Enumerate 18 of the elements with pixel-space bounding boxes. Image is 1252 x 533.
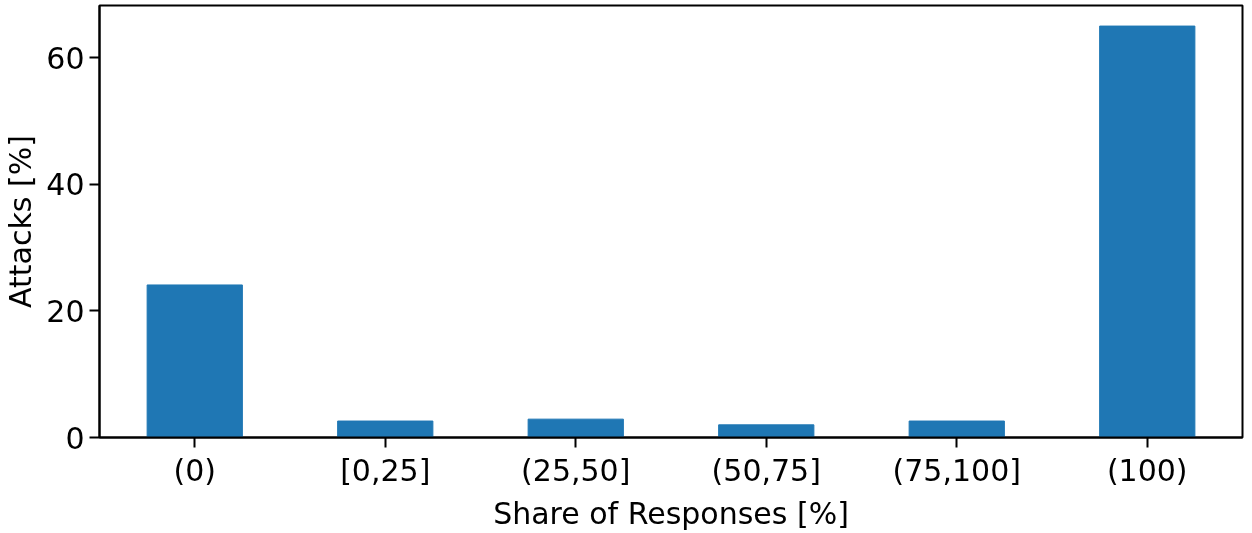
bar [146,284,243,438]
y-axis-title: Attacks [%] [3,135,39,308]
x-tick-label: (0) [173,452,216,488]
x-axis-title: Share of Responses [%] [493,495,849,531]
y-tick-label: 0 [65,420,85,456]
y-tick-label: 40 [46,167,85,203]
y-tick-label: 60 [46,40,85,76]
bar [337,420,434,438]
bar [1099,25,1196,438]
x-tick-label: (50,75] [711,452,821,488]
bar [908,420,1005,438]
x-tick-label: (25,50] [521,452,631,488]
x-tick-label: (100) [1106,452,1188,488]
x-tick-label: (75,100] [892,452,1021,488]
bar [527,418,624,438]
x-tick-label: [0,25] [340,452,431,488]
y-tick-label: 20 [46,293,85,329]
bar [718,424,815,438]
